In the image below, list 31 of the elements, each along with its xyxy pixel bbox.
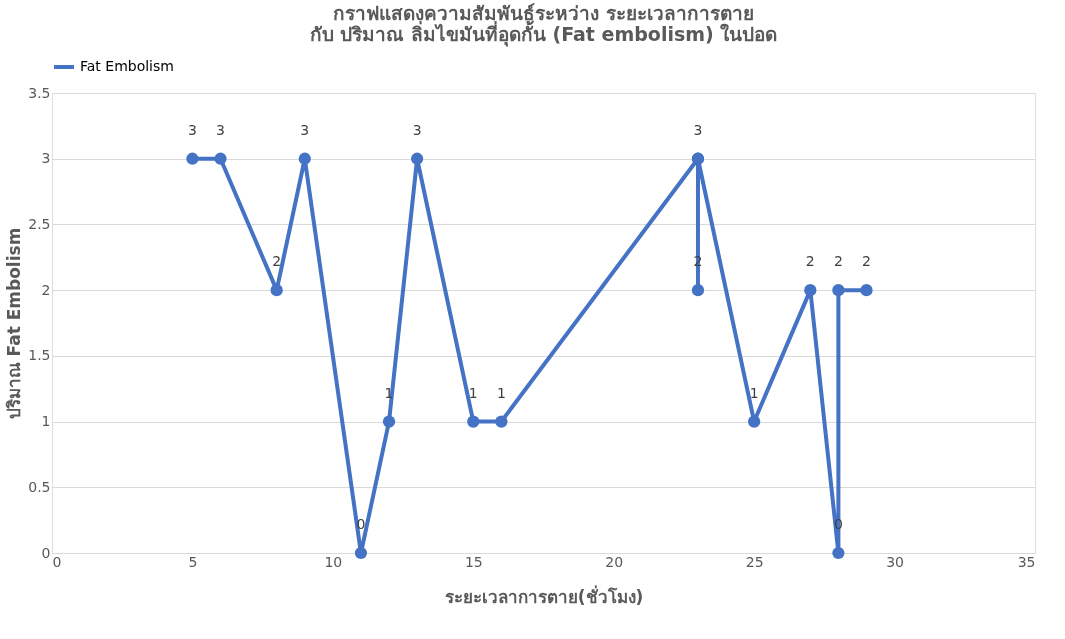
text: 2: [272, 253, 282, 270]
x-tick-label: 10: [324, 553, 343, 570]
x-tick-label: 0: [52, 553, 62, 570]
x-tick-label: 35: [1017, 553, 1036, 570]
y-axis-title: ปริมาณ Fat Embolism: [4, 227, 25, 420]
y-tick-label: 2.5: [28, 215, 51, 232]
chart-title: กราฟแสดงความสัมพันธ์ระหว่าง ระยะเวลาการตาย กับ ปริมาณ ลิ่มไขมันที่อุดกั้น (Fat embolism) ในปอด: [309, 2, 778, 47]
y-tick-label: 1: [41, 413, 51, 430]
y-tick-label: 1.5: [28, 347, 51, 364]
y-tick-label: 2: [41, 281, 51, 298]
x-tick-label: 20: [605, 553, 624, 570]
text: 3: [412, 121, 422, 138]
text: 1: [749, 384, 759, 401]
x-tick-label: 15: [464, 553, 483, 570]
text: 3: [300, 121, 310, 138]
legend-label: Fat Embolism: [80, 58, 174, 74]
text: 2: [862, 253, 871, 270]
text: 2: [833, 253, 843, 270]
x-axis-title: ระยะเวลาการตาย(ชั่วโมง): [444, 584, 644, 607]
text: 1: [468, 384, 478, 401]
text: 2: [805, 253, 815, 270]
text: 3: [216, 121, 225, 138]
y-tick-label: 3.5: [28, 84, 51, 101]
text: 1: [496, 384, 506, 401]
x-tick-label: 30: [886, 553, 904, 570]
x-tick-label: 25: [745, 553, 764, 570]
y-tick-label: 3: [41, 150, 51, 167]
text: 3: [693, 121, 703, 138]
text: 3: [187, 121, 197, 138]
x-tick-label: 5: [188, 553, 198, 570]
y-tick-label: 0.5: [28, 478, 51, 495]
